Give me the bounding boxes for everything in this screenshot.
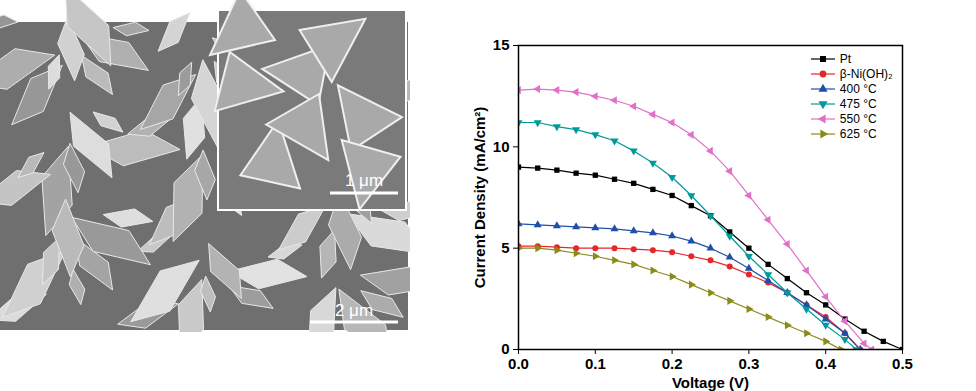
svg-text:2 μm: 2 μm [335, 301, 373, 320]
svg-text:0: 0 [501, 340, 510, 358]
html-text:625 °C: 625 °C [839, 126, 877, 141]
svg-text:10: 10 [493, 138, 510, 155]
svg-text:0.5: 0.5 [892, 355, 913, 372]
svg-text:5: 5 [501, 239, 509, 256]
svg-text:0.4: 0.4 [815, 355, 837, 372]
html-text:475 °C: 475 °C [839, 96, 877, 111]
html-text:β-Ni(OH)₂: β-Ni(OH)₂ [839, 66, 893, 81]
html-text:550 °C: 550 °C [839, 111, 877, 126]
html-text:Pt: Pt [839, 51, 852, 66]
svg-text:Voltage (V): Voltage (V) [672, 374, 749, 391]
svg-text:0.3: 0.3 [738, 355, 759, 372]
svg-text:15: 15 [493, 36, 510, 53]
html-text:400 °C: 400 °C [839, 81, 877, 96]
svg-text:Current Density (mA/cm²): Current Density (mA/cm²) [471, 107, 488, 289]
svg-text:0.2: 0.2 [662, 355, 683, 372]
svg-text:1 μm: 1 μm [345, 171, 383, 190]
svg-text:0.1: 0.1 [585, 355, 606, 372]
svg-text:0.0: 0.0 [508, 355, 529, 372]
